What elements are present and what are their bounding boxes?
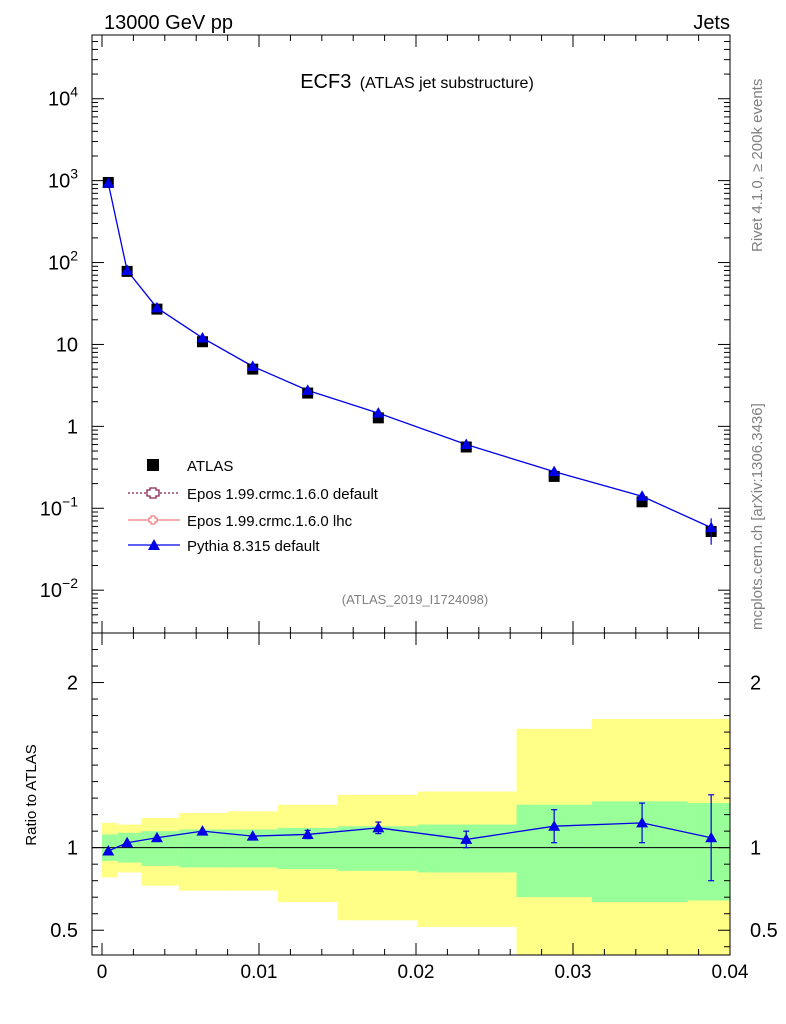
main-y-tick-label: 103 — [48, 166, 78, 193]
rivet-version-label: Rivet 4.1.0, ≥ 200k events — [749, 79, 766, 252]
legend-atlas-marker — [147, 459, 159, 471]
x-tick-label: 0.03 — [555, 962, 592, 983]
legend-epos-lhc-marker — [148, 515, 158, 525]
legend-epos-default-marker — [146, 487, 160, 499]
uncertainty-bands — [102, 718, 730, 955]
header-energy-label: 13000 GeV pp — [104, 12, 233, 34]
main-y-tick-label: 10 — [56, 334, 78, 356]
mcplots-site-label: mcplots.cern.ch [arXiv:1306.3436] — [749, 403, 766, 630]
pythia-main-point — [548, 465, 561, 477]
ratio-y-tick-label: 1 — [67, 838, 78, 860]
pythia-ratio-point — [121, 836, 134, 848]
main-y-tick-label: 10−1 — [40, 493, 78, 520]
stat-uncertainty-band-6 — [337, 826, 418, 871]
ratio-y-tick-label-right: 0.5 — [750, 920, 778, 942]
atlas-data-point — [372, 412, 384, 424]
pythia-ratio-point — [301, 828, 314, 839]
pythia-ratio-point — [150, 831, 163, 843]
pythia-main-point — [121, 264, 134, 275]
x-tick-label: 0.04 — [712, 962, 749, 983]
pythia-ratio-point — [196, 825, 209, 836]
header-category-label: Jets — [693, 12, 730, 34]
pythia-ratio-point — [246, 830, 259, 841]
ratio-y-tick-label-right: 2 — [750, 673, 761, 695]
pythia-ratio-point — [102, 844, 115, 856]
pythia-main-point — [636, 490, 649, 501]
chart-title-sub: (ATLAS jet substructure) — [360, 75, 534, 92]
pythia-ratio-point — [636, 816, 649, 828]
pythia-main-point — [196, 331, 209, 343]
data-series — [102, 176, 718, 882]
chart-title-main: ECF3 — [300, 71, 351, 93]
stat-uncertainty-band-10 — [687, 803, 730, 901]
pythia-ratio-point — [705, 831, 718, 843]
legend-atlas-label: ATLAS — [187, 458, 233, 475]
ratio-panel-frame — [91, 632, 731, 956]
ratio-y-tick-label-right: 1 — [750, 838, 761, 860]
ratio-axis-label: Ratio to ATLAS — [23, 744, 40, 845]
pythia-main-point — [246, 360, 259, 371]
pythia-ratio-point — [372, 821, 385, 833]
atlas-data-point — [636, 496, 648, 508]
pythia-main-point — [150, 301, 163, 313]
stat-uncertainty-band-9 — [591, 801, 688, 903]
chart-title: ECF3 (ATLAS jet substructure) — [300, 71, 534, 93]
pythia-main-point — [301, 384, 314, 395]
x-tick-label: 0.01 — [241, 962, 278, 983]
pythia-main-point — [372, 407, 385, 418]
ratio-y-tick-label: 0.5 — [50, 920, 78, 942]
stat-uncertainty-band-7 — [417, 824, 517, 873]
stat-uncertainty-band-3 — [178, 829, 228, 868]
ratio-y-tick-label: 2 — [67, 673, 78, 695]
legend-pythia-marker — [148, 539, 160, 550]
legend-pythia-label: Pythia 8.315 default — [187, 538, 320, 555]
main-y-tick-label: 10−2 — [40, 575, 78, 602]
main-y-tick-label: 1 — [67, 416, 78, 438]
analysis-id-label: (ATLAS_2019_I1724098) — [342, 592, 488, 607]
pythia-main-point — [705, 521, 718, 533]
pythia-main-point — [102, 177, 115, 188]
pythia-main-line — [107, 183, 712, 529]
x-tick-label: 0.02 — [398, 962, 435, 983]
pythia-ratio-point — [548, 820, 561, 831]
legend: ATLAS Epos 1.99.crmc.1.6.0 default Epos … — [128, 458, 379, 555]
atlas-data-point — [548, 470, 560, 482]
stat-uncertainty-band-2 — [141, 831, 179, 866]
x-tick-label: 0 — [97, 962, 108, 983]
main-y-tick-label: 104 — [48, 84, 78, 111]
legend-epos-default-label: Epos 1.99.crmc.1.6.0 default — [187, 486, 379, 503]
main-y-tick-label: 102 — [48, 248, 78, 275]
pythia-ratio-point — [460, 833, 473, 844]
legend-epos-lhc-label: Epos 1.99.crmc.1.6.0 lhc — [187, 513, 353, 530]
pythia-main-point — [460, 438, 473, 450]
